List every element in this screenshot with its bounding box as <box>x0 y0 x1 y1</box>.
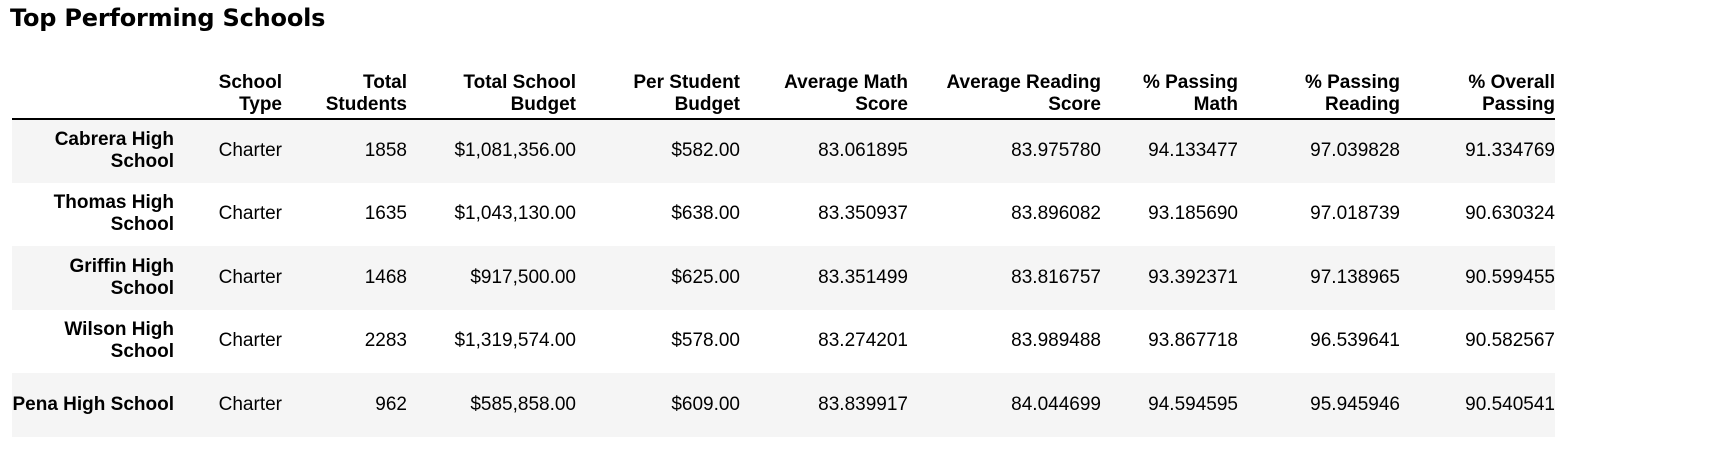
table-row: Pena High School Charter 962 $585,858.00… <box>12 373 1555 437</box>
total-students-cell: 1858 <box>364 140 407 162</box>
avg-reading-cell: 83.896082 <box>1011 203 1101 225</box>
total-budget-cell: $1,319,574.00 <box>454 330 576 352</box>
school-name-cell: Griffin High School <box>69 255 174 299</box>
overall-passing-cell: 90.582567 <box>1465 330 1555 352</box>
page-title: Top Performing Schools <box>10 4 326 32</box>
pass-math-cell: 93.392371 <box>1148 266 1238 288</box>
per-student-budget-cell: $638.00 <box>671 203 740 225</box>
school-type-cell: Charter <box>218 266 282 288</box>
total-students-cell: 1468 <box>364 266 407 288</box>
avg-math-cell: 83.061895 <box>818 140 908 162</box>
avg-reading-cell: 83.975780 <box>1011 140 1101 162</box>
pass-math-cell: 94.133477 <box>1148 140 1238 162</box>
schools-table: School Type Total Students Total School … <box>12 66 1555 437</box>
column-header-total-students: Total Students <box>282 66 407 120</box>
total-budget-cell: $585,858.00 <box>470 393 576 415</box>
total-students-cell: 962 <box>375 393 407 415</box>
pass-reading-cell: 95.945946 <box>1310 393 1400 415</box>
school-name-cell: Thomas High School <box>53 192 174 236</box>
total-budget-cell: $1,081,356.00 <box>454 140 576 162</box>
column-header-average-reading-score: Average Reading Score <box>908 66 1101 120</box>
school-type-cell: Charter <box>218 203 282 225</box>
school-name-cell: Cabrera High School <box>54 129 174 173</box>
school-name-cell: Pena High School <box>12 393 174 415</box>
avg-math-cell: 83.839917 <box>818 393 908 415</box>
table-row: Cabrera High School Charter 1858 $1,081,… <box>12 119 1555 183</box>
table-row: Griffin High School Charter 1468 $917,50… <box>12 246 1555 310</box>
column-header-total-school-budget: Total School Budget <box>407 66 576 120</box>
per-student-budget-cell: $578.00 <box>671 330 740 352</box>
column-header-index <box>12 66 174 120</box>
per-student-budget-cell: $609.00 <box>671 393 740 415</box>
column-header-passing-reading: % Passing Reading <box>1238 66 1400 120</box>
column-header-per-student-budget: Per Student Budget <box>576 66 740 120</box>
total-budget-cell: $917,500.00 <box>470 266 576 288</box>
pass-math-cell: 93.867718 <box>1148 330 1238 352</box>
avg-reading-cell: 84.044699 <box>1011 393 1101 415</box>
table-row: Thomas High School Charter 1635 $1,043,1… <box>12 183 1555 247</box>
school-type-cell: Charter <box>218 393 282 415</box>
overall-passing-cell: 90.630324 <box>1465 203 1555 225</box>
column-header-overall-passing: % Overall Passing <box>1400 66 1555 120</box>
school-type-cell: Charter <box>218 140 282 162</box>
column-header-passing-math: % Passing Math <box>1101 66 1238 120</box>
overall-passing-cell: 90.599455 <box>1465 266 1555 288</box>
pass-math-cell: 93.185690 <box>1148 203 1238 225</box>
total-budget-cell: $1,043,130.00 <box>454 203 576 225</box>
table-header-row: School Type Total Students Total School … <box>12 66 1555 120</box>
total-students-cell: 1635 <box>364 203 407 225</box>
school-type-cell: Charter <box>218 330 282 352</box>
overall-passing-cell: 91.334769 <box>1465 140 1555 162</box>
avg-math-cell: 83.274201 <box>818 330 908 352</box>
avg-math-cell: 83.350937 <box>818 203 908 225</box>
pass-reading-cell: 96.539641 <box>1310 330 1400 352</box>
pass-math-cell: 94.594595 <box>1148 393 1238 415</box>
column-header-school-type: School Type <box>174 66 282 120</box>
column-header-average-math-score: Average Math Score <box>740 66 908 120</box>
table-row: Wilson High School Charter 2283 $1,319,5… <box>12 310 1555 374</box>
avg-math-cell: 83.351499 <box>818 266 908 288</box>
overall-passing-cell: 90.540541 <box>1465 393 1555 415</box>
school-name-cell: Wilson High School <box>64 319 174 363</box>
pass-reading-cell: 97.018739 <box>1310 203 1400 225</box>
avg-reading-cell: 83.816757 <box>1011 266 1101 288</box>
per-student-budget-cell: $582.00 <box>671 140 740 162</box>
pass-reading-cell: 97.039828 <box>1310 140 1400 162</box>
pass-reading-cell: 97.138965 <box>1310 266 1400 288</box>
total-students-cell: 2283 <box>364 330 407 352</box>
per-student-budget-cell: $625.00 <box>671 266 740 288</box>
avg-reading-cell: 83.989488 <box>1011 330 1101 352</box>
